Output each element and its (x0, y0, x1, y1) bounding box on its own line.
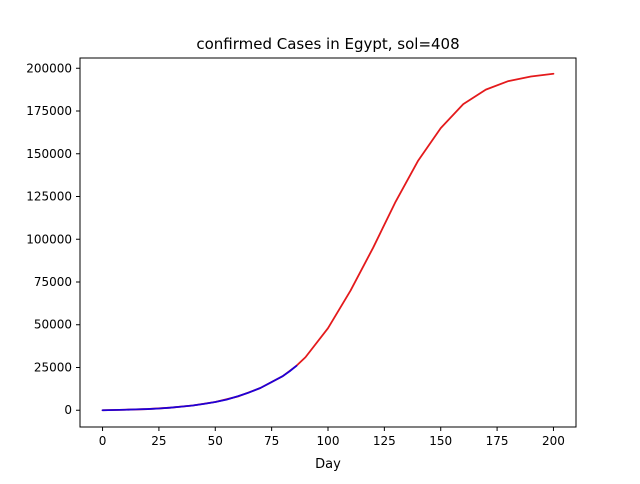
y-tick-label: 50000 (34, 318, 72, 332)
y-tick-label: 150000 (26, 147, 72, 161)
y-tick-label: 25000 (34, 360, 72, 374)
x-tick-label: 125 (373, 434, 396, 448)
x-tick-label: 150 (429, 434, 452, 448)
plot-area: 0 25 50 75 100 125 150 175 200 0 25000 50000 75000 10… (26, 57, 577, 448)
x-tick-label: 75 (264, 434, 279, 448)
y-tick-label: 0 (64, 403, 72, 417)
x-tick-label: 100 (317, 434, 340, 448)
x-tick-label: 175 (486, 434, 509, 448)
series-line-2 (101, 364, 298, 412)
chart-title: confirmed Cases in Egypt, sol=408 (196, 35, 459, 53)
y-tick-label: 175000 (26, 104, 72, 118)
y-tick-label: 200000 (26, 61, 72, 75)
x-tick-label: 200 (542, 434, 565, 448)
x-tick-label: 0 (99, 434, 107, 448)
y-tick-label: 125000 (26, 190, 72, 204)
y-tick-label: 100000 (26, 232, 72, 246)
x-tick-label: 50 (208, 434, 223, 448)
x-axis-label: Day (315, 457, 341, 472)
x-tick-label: 25 (151, 434, 166, 448)
y-tick-label: 75000 (34, 275, 72, 289)
axes-frame (79, 57, 577, 428)
